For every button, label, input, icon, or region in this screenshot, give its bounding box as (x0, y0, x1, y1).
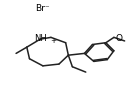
Text: Br⁻: Br⁻ (35, 4, 49, 13)
Text: +: + (50, 38, 56, 44)
Text: NH: NH (34, 34, 47, 43)
Text: O: O (116, 34, 123, 43)
